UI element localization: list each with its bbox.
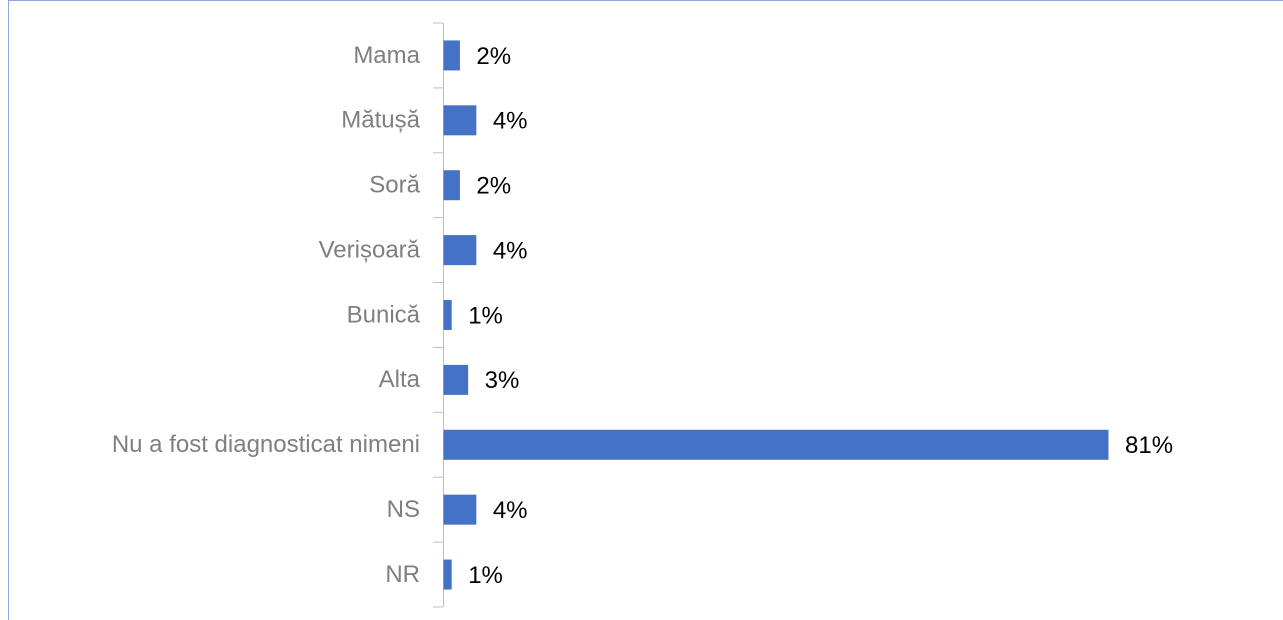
bar bbox=[443, 105, 477, 136]
bar bbox=[443, 300, 452, 330]
category-label: NS bbox=[387, 496, 420, 523]
bar bbox=[443, 429, 1109, 460]
bar bbox=[443, 559, 452, 590]
category-label: Nu a fost diagnosticat nimeni bbox=[112, 431, 420, 458]
bar bbox=[443, 170, 460, 201]
data-label: 3% bbox=[485, 367, 520, 394]
category-label: Mama bbox=[353, 42, 420, 69]
data-label: 4% bbox=[493, 237, 528, 264]
data-label: 2% bbox=[476, 173, 511, 200]
data-label: 1% bbox=[468, 302, 503, 329]
bar bbox=[443, 364, 469, 395]
bar bbox=[443, 235, 477, 266]
category-label: NR bbox=[385, 561, 420, 588]
bar bbox=[443, 494, 477, 525]
data-label: 1% bbox=[468, 562, 503, 589]
category-label: Alta bbox=[379, 366, 421, 393]
category-label: Verișoară bbox=[319, 236, 421, 263]
data-label: 2% bbox=[476, 43, 511, 70]
data-label: 4% bbox=[493, 108, 528, 135]
category-label: Mătușă bbox=[341, 107, 420, 134]
category-label: Bunică bbox=[347, 301, 421, 328]
category-label: Soră bbox=[369, 172, 420, 199]
data-label: 81% bbox=[1125, 432, 1173, 459]
data-label: 4% bbox=[493, 497, 528, 524]
bar bbox=[443, 40, 460, 71]
